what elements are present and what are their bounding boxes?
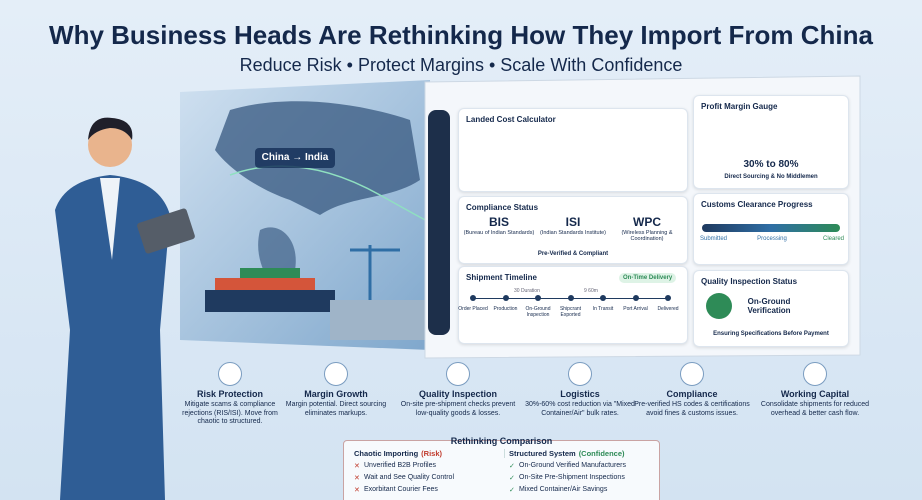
feature-icon <box>803 362 827 386</box>
route-label-bg <box>255 148 335 168</box>
port <box>330 300 425 340</box>
ship <box>205 290 335 312</box>
comparison-item: On-Ground Verified Manufacturers <box>519 462 626 469</box>
quality-label: On-Ground Verification <box>747 297 791 315</box>
feature-desc: Pre-verified HS codes & certifications a… <box>634 401 750 417</box>
compliance-card: Compliance Status Pre-Verified & Complia… <box>458 196 688 264</box>
comparison-box: Rethinking Comparison Chaotic Importing(… <box>343 436 660 500</box>
timeline-dot <box>665 295 671 301</box>
card-title: Landed Cost Calculator <box>466 115 556 124</box>
feature-desc: Margin potential. Direct sourcing elimin… <box>285 401 387 417</box>
feature-title: Logistics <box>560 389 600 399</box>
comparison-item: On-Site Pre-Shipment Inspections <box>519 474 625 481</box>
comparison-icon: ✓ <box>509 475 515 482</box>
comparison-item: Wait and See Quality Control <box>364 474 455 481</box>
comparison-tag: (Risk) <box>421 449 443 458</box>
customs-step: Submitted <box>700 236 728 242</box>
sidebar <box>428 110 450 335</box>
card-title: Shipment Timeline <box>466 273 537 282</box>
card-title: Profit Margin Gauge <box>701 102 778 111</box>
feature-desc: 30%-60% cost reduction via "Mixed Contai… <box>525 401 635 417</box>
timeline-dot <box>567 295 574 301</box>
customs-step: Cleared <box>822 236 844 242</box>
quality-card: Quality Inspection Status On-Ground Veri… <box>693 270 849 347</box>
feature-icon <box>446 362 470 386</box>
quality-caption: Ensuring Specifications Before Payment <box>713 331 829 337</box>
feature-icon <box>324 362 348 386</box>
feature-title: Risk Protection <box>196 389 263 399</box>
containers <box>215 278 315 290</box>
comparison-title: Rethinking Comparison <box>450 436 553 446</box>
timeline-duration: 30 Duration <box>514 288 540 294</box>
timeline-dot <box>502 295 509 301</box>
feature-title: Compliance <box>666 389 718 399</box>
tablet <box>137 208 195 254</box>
compliance-code: ISI <box>565 215 581 229</box>
feature-title: Margin Growth <box>304 389 368 399</box>
customs-step: Processing <box>757 236 787 242</box>
gauge-card: Profit Margin Gauge 30% to 80% Direct So… <box>693 95 849 189</box>
compliance-footer: Pre-Verified & Compliant <box>537 251 609 257</box>
feature-desc: Consolidate shipments for reduced overhe… <box>760 401 870 417</box>
comparison-heading: Structured System (Confidence) <box>509 449 625 458</box>
comparison-tag: (Confidence) <box>578 449 625 458</box>
card-title: Compliance Status <box>466 203 539 212</box>
landed-cost-card: Landed Cost Calculator <box>458 108 688 192</box>
timeline-badge: On-Time Delivery <box>619 273 677 283</box>
customs-progress <box>702 224 840 232</box>
subtitle: Reduce Risk • Protect Margins • Scale Wi… <box>239 55 683 75</box>
card-title: Customs Clearance Progress <box>701 200 813 209</box>
timeline-dot <box>632 295 639 301</box>
gauge-caption: Direct Sourcing & No Middlemen <box>724 174 818 180</box>
timeline-step: In Transit <box>592 306 614 312</box>
comparison-item: Mixed Container/Air Savings <box>519 486 608 493</box>
containers <box>240 268 300 278</box>
feature-title: Working Capital <box>780 389 850 399</box>
timeline-dot <box>600 295 606 301</box>
comparison-icon: ✕ <box>354 487 360 494</box>
compliance-desc: (Bureau of Indian Standards) <box>463 230 535 236</box>
timeline-step: Production <box>493 306 518 312</box>
timeline-duration: 9 60m <box>584 288 598 294</box>
comparison-left: Chaotic Importing (Risk) ✕ Unverified B2B P… <box>350 449 500 494</box>
compliance-code: WPC <box>633 215 661 229</box>
customs-card: Customs Clearance Progress Submitted Proc… <box>693 193 849 265</box>
gauge-value: 30% to 80% <box>743 159 799 170</box>
comparison-right: Structured System (Confidence) ✓ On-Ground … <box>504 449 655 494</box>
timeline-step: Shipcrant Exported <box>559 306 582 318</box>
feature-icon <box>680 362 704 386</box>
comparison-icon: ✕ <box>354 475 360 482</box>
person-hair <box>88 117 133 140</box>
comparison-heading: Chaotic Importing (Risk) <box>354 449 443 458</box>
timeline-dot <box>535 295 541 301</box>
feature-desc: Mitigate scams & compliance rejections (… <box>182 401 278 425</box>
comparison-icon: ✕ <box>354 463 360 470</box>
timeline-step: Order Placed <box>458 306 488 312</box>
feature-desc: On-site pre-shipment checks prevent low-… <box>400 401 516 417</box>
verified-badge <box>706 293 732 319</box>
timeline-step: On-Ground Inspection <box>525 306 551 318</box>
feature-title: Quality Inspection <box>418 389 497 399</box>
compliance-desc: (Wireless Planning & Coordination) <box>621 230 673 242</box>
person-suit <box>55 175 170 500</box>
comparison-icon: ✓ <box>509 487 515 494</box>
comparison-icon: ✓ <box>509 463 515 470</box>
person-shirt <box>100 178 120 260</box>
compliance-code: BIS <box>488 215 509 229</box>
card-title: Quality Inspection Status <box>701 277 798 286</box>
comparison-item: Exorbitant Courier Fees <box>364 486 438 493</box>
timeline-card: Shipment Timeline On-Time Delivery 30 Dur… <box>458 266 688 344</box>
person-head <box>88 123 132 167</box>
timeline-dot <box>470 295 476 301</box>
feature-icon <box>218 362 242 386</box>
comparison-item: Unverified B2B Profiles <box>364 462 436 469</box>
timeline-step: Port Arrival <box>623 306 648 312</box>
feature-icon <box>568 362 592 386</box>
timeline-step: Delivered <box>657 306 679 312</box>
route-label: China → India <box>261 152 329 163</box>
title: Why Business Heads Are Rethinking How Th… <box>49 20 873 50</box>
compliance-desc: (Indian Standards Institute) <box>539 230 607 236</box>
